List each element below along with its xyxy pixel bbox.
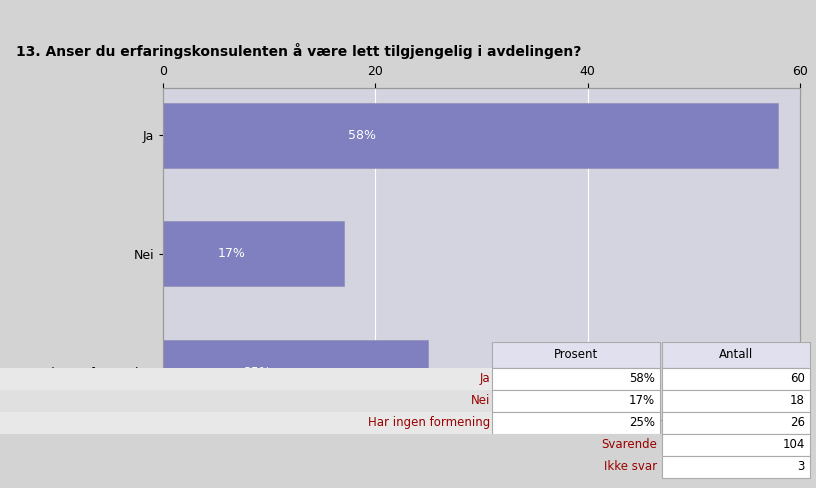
Text: 3: 3 xyxy=(797,461,805,473)
FancyBboxPatch shape xyxy=(492,412,660,434)
Text: 58%: 58% xyxy=(629,372,655,385)
Bar xyxy=(163,340,428,405)
FancyBboxPatch shape xyxy=(0,412,492,434)
Text: 25%: 25% xyxy=(629,416,655,429)
FancyBboxPatch shape xyxy=(492,390,660,412)
Text: 17%: 17% xyxy=(217,247,245,260)
Text: 13. Anser du erfaringskonsulenten å være lett tilgjengelig i avdelingen?: 13. Anser du erfaringskonsulenten å være… xyxy=(16,42,582,59)
FancyBboxPatch shape xyxy=(0,367,492,390)
Text: Svarende: Svarende xyxy=(601,438,657,451)
FancyBboxPatch shape xyxy=(662,342,810,367)
FancyBboxPatch shape xyxy=(662,390,810,412)
FancyBboxPatch shape xyxy=(492,367,660,390)
FancyBboxPatch shape xyxy=(662,367,810,390)
Text: 58%: 58% xyxy=(348,129,376,142)
Text: Ikke svar: Ikke svar xyxy=(604,461,657,473)
Text: 104: 104 xyxy=(783,438,805,451)
Text: Prosent: Prosent xyxy=(554,348,598,361)
FancyBboxPatch shape xyxy=(0,390,492,412)
FancyBboxPatch shape xyxy=(0,434,810,456)
Text: 26: 26 xyxy=(790,416,805,429)
Text: 17%: 17% xyxy=(629,394,655,407)
Text: 60: 60 xyxy=(790,372,805,385)
Text: Ja: Ja xyxy=(479,372,490,385)
FancyBboxPatch shape xyxy=(662,434,810,456)
Text: Nei: Nei xyxy=(471,394,490,407)
Bar xyxy=(163,103,778,168)
Text: 18: 18 xyxy=(790,394,805,407)
Text: Har ingen formening: Har ingen formening xyxy=(368,416,490,429)
Text: Antall: Antall xyxy=(719,348,753,361)
Bar xyxy=(163,221,344,286)
FancyBboxPatch shape xyxy=(0,456,810,478)
FancyBboxPatch shape xyxy=(662,456,810,478)
Text: 25%: 25% xyxy=(243,366,271,379)
FancyBboxPatch shape xyxy=(662,412,810,434)
FancyBboxPatch shape xyxy=(492,342,660,367)
